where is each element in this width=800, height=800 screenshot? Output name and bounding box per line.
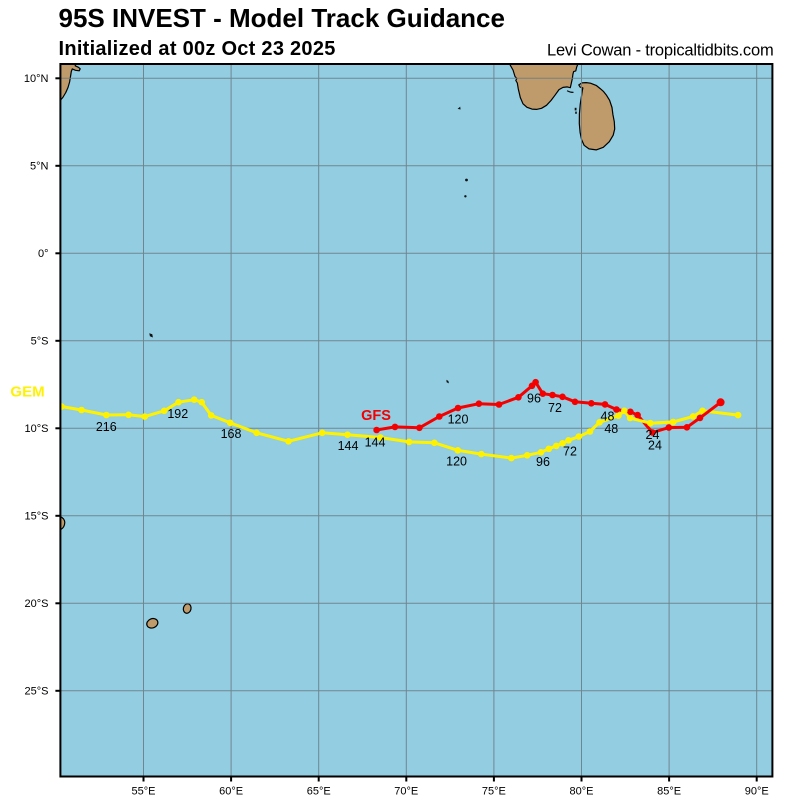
svg-text:216: 216 xyxy=(96,420,117,434)
svg-text:0°: 0° xyxy=(38,248,49,260)
svg-text:Initialized at 00z Oct 23 2025: Initialized at 00z Oct 23 2025 xyxy=(59,38,336,60)
svg-text:25°S: 25°S xyxy=(25,686,49,698)
svg-text:90°E: 90°E xyxy=(745,786,769,798)
svg-text:85°E: 85°E xyxy=(657,786,681,798)
svg-text:72: 72 xyxy=(548,401,562,415)
svg-text:60°E: 60°E xyxy=(219,786,243,798)
svg-text:144: 144 xyxy=(365,435,386,449)
svg-text:120: 120 xyxy=(448,413,469,427)
svg-text:Levi Cowan - tropicaltidbits.c: Levi Cowan - tropicaltidbits.com xyxy=(547,42,774,60)
svg-text:GEM: GEM xyxy=(10,384,44,401)
svg-text:48: 48 xyxy=(601,410,615,424)
svg-text:72: 72 xyxy=(563,445,577,459)
svg-text:168: 168 xyxy=(221,427,242,441)
svg-text:10°S: 10°S xyxy=(25,423,49,435)
svg-text:120: 120 xyxy=(446,455,467,469)
svg-text:5°S: 5°S xyxy=(31,336,49,348)
svg-text:5°N: 5°N xyxy=(30,161,49,173)
svg-text:10°N: 10°N xyxy=(24,73,49,85)
svg-text:144: 144 xyxy=(338,439,359,453)
svg-text:48: 48 xyxy=(604,422,618,436)
svg-text:24: 24 xyxy=(648,439,662,453)
svg-text:70°E: 70°E xyxy=(394,786,418,798)
svg-text:15°S: 15°S xyxy=(25,511,49,523)
svg-text:75°E: 75°E xyxy=(482,786,506,798)
svg-text:24: 24 xyxy=(646,428,660,442)
svg-text:55°E: 55°E xyxy=(132,786,156,798)
svg-text:GFS: GFS xyxy=(361,408,391,424)
svg-text:96: 96 xyxy=(536,455,550,469)
svg-text:80°E: 80°E xyxy=(570,786,594,798)
svg-text:20°S: 20°S xyxy=(25,598,49,610)
svg-text:65°E: 65°E xyxy=(307,786,331,798)
svg-text:192: 192 xyxy=(167,407,188,421)
svg-text:95S INVEST - Model Track Guida: 95S INVEST - Model Track Guidance xyxy=(59,3,505,33)
svg-text:96: 96 xyxy=(527,392,541,406)
